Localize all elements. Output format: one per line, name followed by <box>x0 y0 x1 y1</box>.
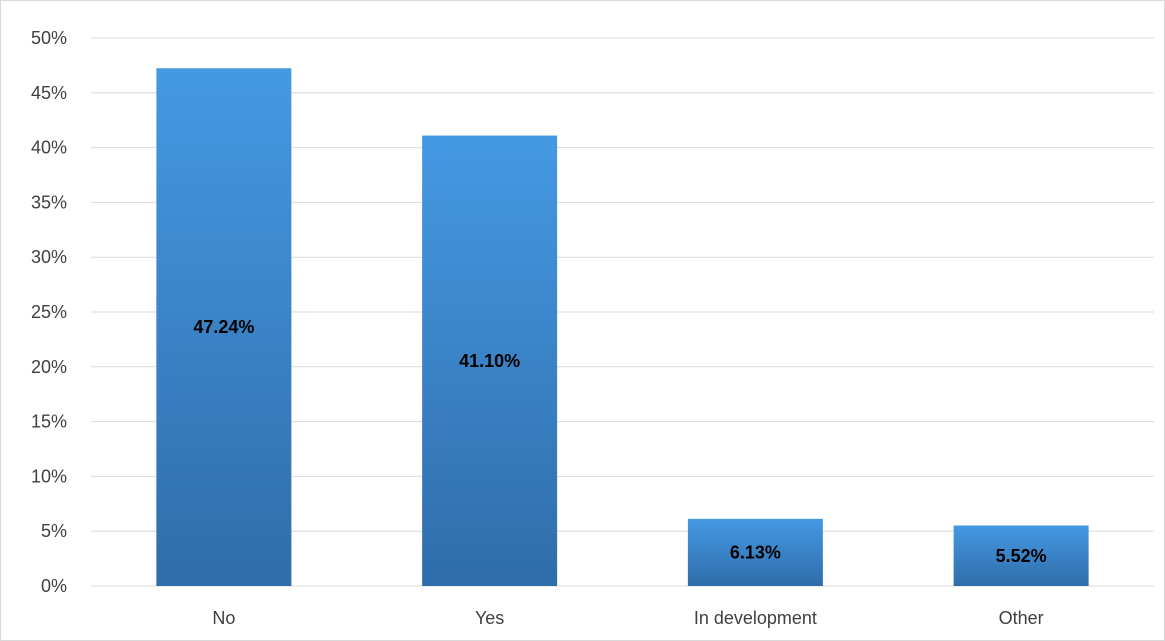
y-tick-label: 20% <box>31 357 67 377</box>
x-tick-label: Other <box>999 608 1044 628</box>
y-tick-label: 25% <box>31 302 67 322</box>
x-tick-label: In development <box>694 608 817 628</box>
y-axis-ticks: 0% 5% 10% 15% 20% 25% 30% 35% 40% 45% 50% <box>31 28 67 596</box>
data-label: 5.52% <box>996 546 1047 566</box>
y-tick-label: 50% <box>31 28 67 48</box>
y-tick-label: 40% <box>31 138 67 158</box>
y-tick-label: 30% <box>31 247 67 267</box>
bar-no <box>156 68 292 586</box>
data-label: 41.10% <box>459 351 520 371</box>
bar-other <box>953 525 1089 586</box>
y-tick-label: 0% <box>41 576 67 596</box>
y-tick-label: 5% <box>41 521 67 541</box>
x-tick-label: No <box>212 608 235 628</box>
y-tick-label: 35% <box>31 192 67 212</box>
data-label: 6.13% <box>730 542 781 562</box>
x-tick-label: Yes <box>475 608 504 628</box>
x-axis-ticks: No Yes In development Other <box>212 608 1043 628</box>
bar-yes <box>422 135 558 586</box>
bars <box>156 68 1089 586</box>
bar-in-development <box>687 518 823 586</box>
y-tick-label: 15% <box>31 412 67 432</box>
data-labels: 47.24% 41.10% 6.13% 5.52% <box>193 317 1046 566</box>
data-label: 47.24% <box>193 317 254 337</box>
y-tick-label: 45% <box>31 83 67 103</box>
y-tick-label: 10% <box>31 466 67 486</box>
